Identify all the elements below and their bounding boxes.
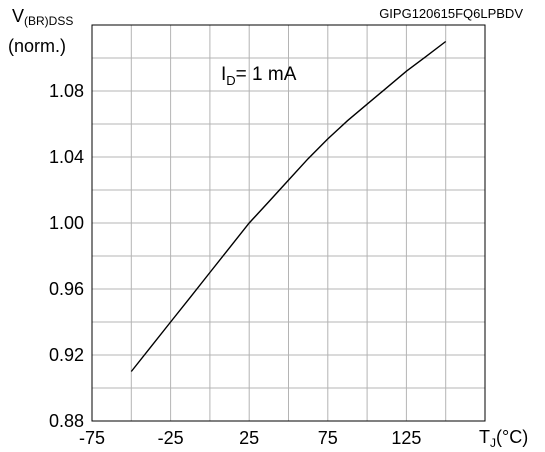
x-tick-label: 25	[239, 428, 259, 448]
y-tick-labels: 0.88 0.92 0.96 1.00 1.04 1.08	[49, 81, 84, 431]
x-axis-label: TJ(°C)	[479, 427, 528, 450]
y-tick-label: 0.88	[49, 411, 84, 431]
y-axis-label: V(BR)DSS	[12, 6, 73, 28]
y-tick-label: 1.04	[49, 147, 84, 167]
x-tick-label: 75	[318, 428, 338, 448]
series-line	[130, 40, 447, 372]
plot-frame	[91, 24, 486, 422]
x-tick-label: -25	[158, 428, 184, 448]
annotation-id: ID= 1 mA	[221, 64, 297, 88]
y-tick-label: 0.92	[49, 345, 84, 365]
y-tick-label: 1.08	[49, 81, 84, 101]
x-tick-label: -75	[79, 428, 105, 448]
grid	[92, 25, 485, 421]
figure-code: GIPG120615FQ6LPBDV	[379, 6, 523, 21]
y-axis-unit: (norm.)	[8, 36, 66, 56]
y-tick-label: 1.00	[49, 213, 84, 233]
x-tick-label: 125	[391, 428, 421, 448]
y-tick-label: 0.96	[49, 279, 84, 299]
x-tick-labels: -75 -25 25 75 125	[79, 428, 421, 448]
